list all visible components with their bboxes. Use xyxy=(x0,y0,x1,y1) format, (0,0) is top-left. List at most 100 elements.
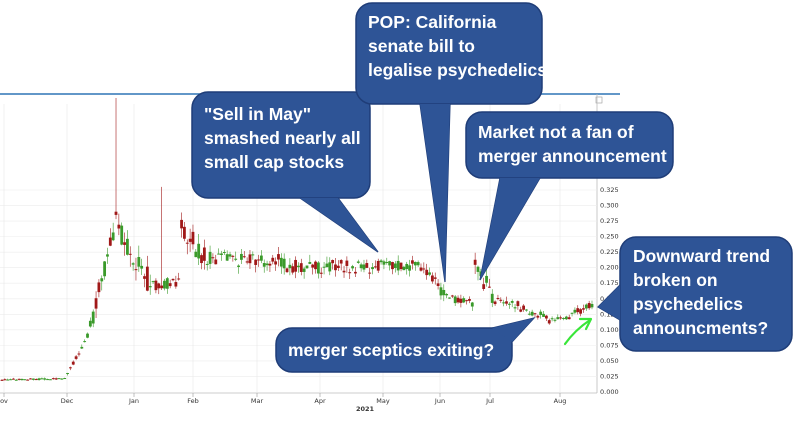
candle-body xyxy=(448,297,451,299)
y-tick-label: 0.050 xyxy=(600,357,619,365)
candle-body xyxy=(559,317,563,319)
candle-body xyxy=(265,263,269,266)
candle-body xyxy=(128,253,132,255)
candle-body xyxy=(393,263,397,268)
candle-body xyxy=(542,313,545,317)
callout-text-line: smashed nearly all xyxy=(204,128,361,148)
x-tick-label: Mar xyxy=(251,397,264,405)
candle-body xyxy=(288,264,292,269)
candle-body xyxy=(354,271,357,274)
candle-body xyxy=(425,269,429,276)
candle-body xyxy=(470,302,474,307)
candle-body xyxy=(405,263,409,270)
candle-body xyxy=(328,262,332,272)
annotation-callouts: "Sell in May" smashed nearly all small cap… xyxy=(191,2,793,373)
y-tick-label: 0.325 xyxy=(600,186,619,194)
callout-tail-fill xyxy=(420,104,450,282)
candle-body xyxy=(57,378,61,380)
candle-body xyxy=(77,353,81,355)
candle-body xyxy=(168,283,172,287)
candle-body xyxy=(587,303,591,309)
candle-body xyxy=(382,261,386,265)
candle-body xyxy=(351,266,354,269)
candle-body xyxy=(507,303,511,305)
callout-tail-fill xyxy=(492,318,534,342)
x-tick-label: ov xyxy=(0,397,8,405)
callout-text-line: legalise psychedelics xyxy=(368,60,547,80)
candle-body xyxy=(522,305,525,310)
candle-body xyxy=(262,263,266,267)
candle-body xyxy=(279,257,283,267)
x-tick-label: Apr xyxy=(314,397,326,405)
candle-body xyxy=(23,379,27,381)
candle-body xyxy=(111,232,115,241)
callout-text-line: merger sceptics exiting? xyxy=(288,340,494,360)
candle-body xyxy=(299,263,303,272)
candle-body xyxy=(12,378,15,380)
candle-body xyxy=(126,238,129,255)
candle-body xyxy=(476,266,480,272)
candle-body xyxy=(473,259,477,265)
candle-body xyxy=(579,309,582,314)
candle-body xyxy=(436,283,440,286)
candle-body xyxy=(40,378,44,380)
candle-body xyxy=(536,315,540,318)
candle-body xyxy=(385,261,389,263)
candle-body xyxy=(131,263,135,265)
candle-body xyxy=(468,299,471,301)
candle-body xyxy=(251,254,255,256)
candle-body xyxy=(145,266,149,291)
y-tick-label: 0.275 xyxy=(600,217,619,225)
candle-body xyxy=(371,267,374,270)
candle-body xyxy=(242,256,246,258)
candle-body xyxy=(91,311,95,324)
candle-body xyxy=(391,262,394,270)
candle-body xyxy=(154,280,158,291)
callout-downward-trend: Downward trend broken on psychedelics annou… xyxy=(597,236,793,352)
callout-text-line: announcments? xyxy=(633,318,768,338)
candle-body xyxy=(103,261,107,277)
candle-body xyxy=(60,378,64,380)
candle-body xyxy=(71,361,75,365)
candle-body xyxy=(114,211,118,215)
candle-body xyxy=(430,275,434,282)
candle-body xyxy=(376,260,380,271)
candle-body xyxy=(291,266,295,273)
candle-body xyxy=(157,283,161,289)
x-tick-label: Feb xyxy=(187,397,199,405)
candle-body xyxy=(445,293,449,296)
candle-body xyxy=(197,243,201,259)
candle-body xyxy=(268,263,272,266)
candlestick-series xyxy=(0,98,594,381)
candle-body xyxy=(34,379,38,381)
candle-body xyxy=(316,262,320,274)
candle-body xyxy=(46,379,50,381)
candle-body xyxy=(194,251,198,258)
candle-body xyxy=(334,264,337,271)
candle-body xyxy=(365,263,369,268)
candle-body xyxy=(413,261,417,266)
candle-body xyxy=(134,269,138,271)
candle-body xyxy=(148,286,152,288)
y-tick-label: 0.100 xyxy=(600,326,619,334)
candle-body xyxy=(297,265,300,268)
candle-body xyxy=(562,318,565,320)
y-tick-label: 0.075 xyxy=(600,341,619,349)
candle-body xyxy=(69,367,72,369)
candle-body xyxy=(547,320,551,324)
candle-body xyxy=(66,373,69,375)
candle-body xyxy=(325,263,329,268)
candle-body xyxy=(259,255,263,261)
candle-body xyxy=(205,263,209,265)
axis-ticks: 0.0000.0250.0500.0750.1000.1250.1500.175… xyxy=(0,186,619,413)
candle-body xyxy=(496,297,500,299)
x-tick-label: Jul xyxy=(485,397,494,405)
candle-body xyxy=(188,238,192,242)
candle-body xyxy=(63,378,67,380)
candle-body xyxy=(487,286,491,288)
candle-body xyxy=(462,298,466,303)
candle-body xyxy=(411,260,414,264)
candle-body xyxy=(151,281,155,283)
candle-body xyxy=(211,257,215,259)
candle-body xyxy=(177,278,181,280)
